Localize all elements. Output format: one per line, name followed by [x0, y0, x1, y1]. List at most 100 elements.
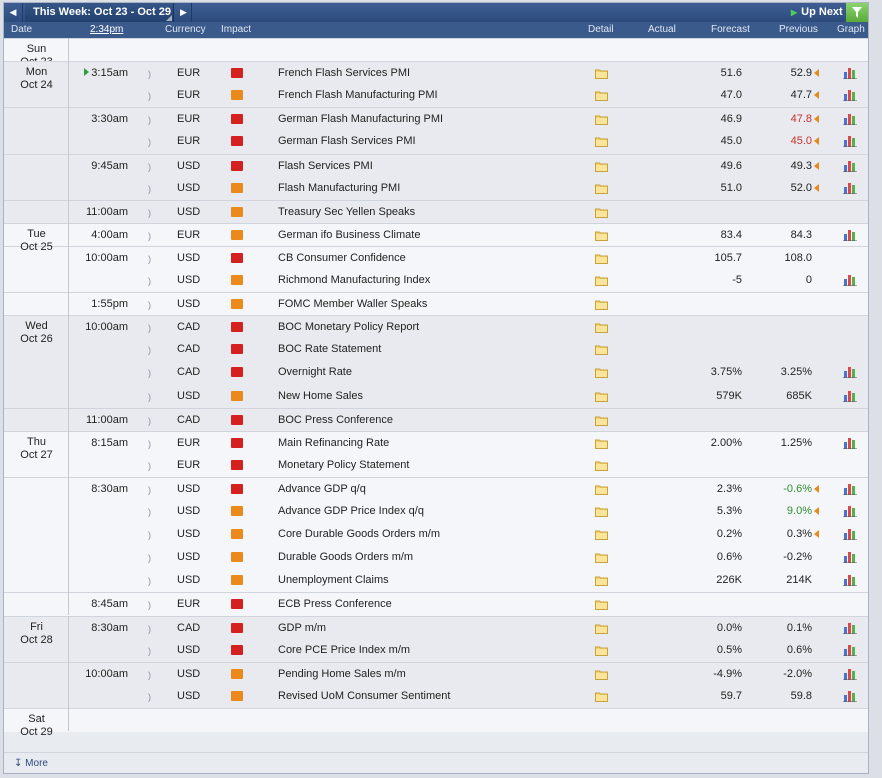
detail-folder-icon[interactable] — [595, 484, 608, 499]
graph-icon[interactable] — [843, 483, 857, 499]
detail-folder-icon[interactable] — [595, 460, 608, 475]
event-title[interactable]: GDP m/m — [278, 621, 327, 634]
graph-icon[interactable] — [843, 229, 857, 245]
graph-icon[interactable] — [843, 551, 857, 567]
graph-icon[interactable] — [843, 113, 857, 129]
detail-folder-icon[interactable] — [595, 645, 608, 660]
detail-folder-icon[interactable] — [595, 575, 608, 590]
detail-folder-icon[interactable] — [595, 322, 608, 337]
detail-folder-icon[interactable] — [595, 230, 608, 245]
event-title[interactable]: Main Refinancing Rate — [278, 436, 390, 449]
graph-icon[interactable] — [843, 505, 857, 521]
detail-folder-icon[interactable] — [595, 68, 608, 83]
graph-icon[interactable] — [843, 366, 857, 382]
graph-icon[interactable] — [843, 644, 857, 660]
more-link[interactable]: ↧ More — [14, 758, 48, 769]
detail-folder-icon[interactable] — [595, 344, 608, 359]
event-title[interactable]: ECB Press Conference — [278, 598, 392, 611]
detail-folder-icon[interactable] — [595, 438, 608, 453]
detail-folder-icon[interactable] — [595, 253, 608, 268]
event-title[interactable]: Overnight Rate — [278, 366, 352, 379]
event-title[interactable]: French Flash Services PMI — [278, 67, 411, 80]
detail-folder-icon[interactable] — [595, 136, 608, 151]
detail-folder-icon[interactable] — [595, 623, 608, 638]
detail-folder-icon[interactable] — [595, 275, 608, 290]
detail-folder-icon[interactable] — [595, 367, 608, 382]
event-title[interactable]: Pending Home Sales m/m — [278, 667, 406, 680]
event-title[interactable]: Core Durable Goods Orders m/m — [278, 528, 440, 541]
graph-icon[interactable] — [843, 622, 857, 638]
detail-folder-icon[interactable] — [595, 114, 608, 129]
graph-icon[interactable] — [843, 574, 857, 590]
detail-folder-icon[interactable] — [595, 299, 608, 314]
graph-icon[interactable] — [843, 528, 857, 544]
event-title[interactable]: FOMC Member Waller Speaks — [278, 298, 428, 311]
graph-icon[interactable] — [843, 437, 857, 453]
event-title[interactable]: Monetary Policy Statement — [278, 458, 410, 471]
event-title[interactable]: Core PCE Price Index m/m — [278, 643, 411, 656]
event-title[interactable]: French Flash Manufacturing PMI — [278, 89, 438, 102]
detail-folder-icon[interactable] — [595, 207, 608, 222]
event-title[interactable]: New Home Sales — [278, 389, 363, 402]
graph-icon[interactable] — [843, 67, 857, 83]
detail-folder-icon[interactable] — [595, 669, 608, 684]
graph-icon[interactable] — [843, 182, 857, 198]
event-title[interactable]: BOC Press Conference — [278, 413, 393, 426]
event-title[interactable]: Advance GDP q/q — [278, 482, 366, 495]
detail-folder-icon[interactable] — [595, 391, 608, 406]
event-title[interactable]: Flash Services PMI — [278, 159, 373, 172]
graph-icon[interactable] — [843, 274, 857, 290]
event-title[interactable]: German ifo Business Climate — [278, 228, 421, 241]
detail-folder-icon[interactable] — [595, 415, 608, 430]
graph-icon[interactable] — [843, 690, 857, 706]
event-title[interactable]: BOC Rate Statement — [278, 343, 382, 356]
graph-icon[interactable] — [843, 89, 857, 105]
event-title[interactable]: Flash Manufacturing PMI — [278, 181, 401, 194]
up-next-button[interactable]: ▶ Up Next — [787, 3, 843, 22]
filter-button[interactable] — [846, 3, 868, 22]
detail-folder-icon[interactable] — [595, 552, 608, 567]
detail-folder-icon[interactable] — [595, 529, 608, 544]
week-selector[interactable]: This Week: Oct 23 - Oct 29 — [25, 3, 174, 22]
graph-icon[interactable] — [843, 160, 857, 176]
graph-icon[interactable] — [843, 668, 857, 684]
event-title[interactable]: Durable Goods Orders m/m — [278, 551, 414, 564]
detail-folder-icon[interactable] — [595, 90, 608, 105]
next-week-button[interactable]: ▶ — [176, 3, 192, 22]
detail-folder-icon[interactable] — [595, 599, 608, 614]
column-time-link[interactable]: 2:34pm — [90, 24, 124, 35]
event-title[interactable]: Revised UoM Consumer Sentiment — [278, 689, 451, 702]
event-title[interactable]: Unemployment Claims — [278, 574, 389, 587]
detail-folder-icon[interactable] — [595, 506, 608, 521]
previous-week-button[interactable]: ◀ — [4, 3, 23, 22]
event-title[interactable]: Treasury Sec Yellen Speaks — [278, 205, 416, 218]
graph-icon[interactable] — [843, 135, 857, 151]
event-title[interactable]: Richmond Manufacturing Index — [278, 274, 431, 286]
page-scrollbar[interactable] — [869, 0, 882, 778]
